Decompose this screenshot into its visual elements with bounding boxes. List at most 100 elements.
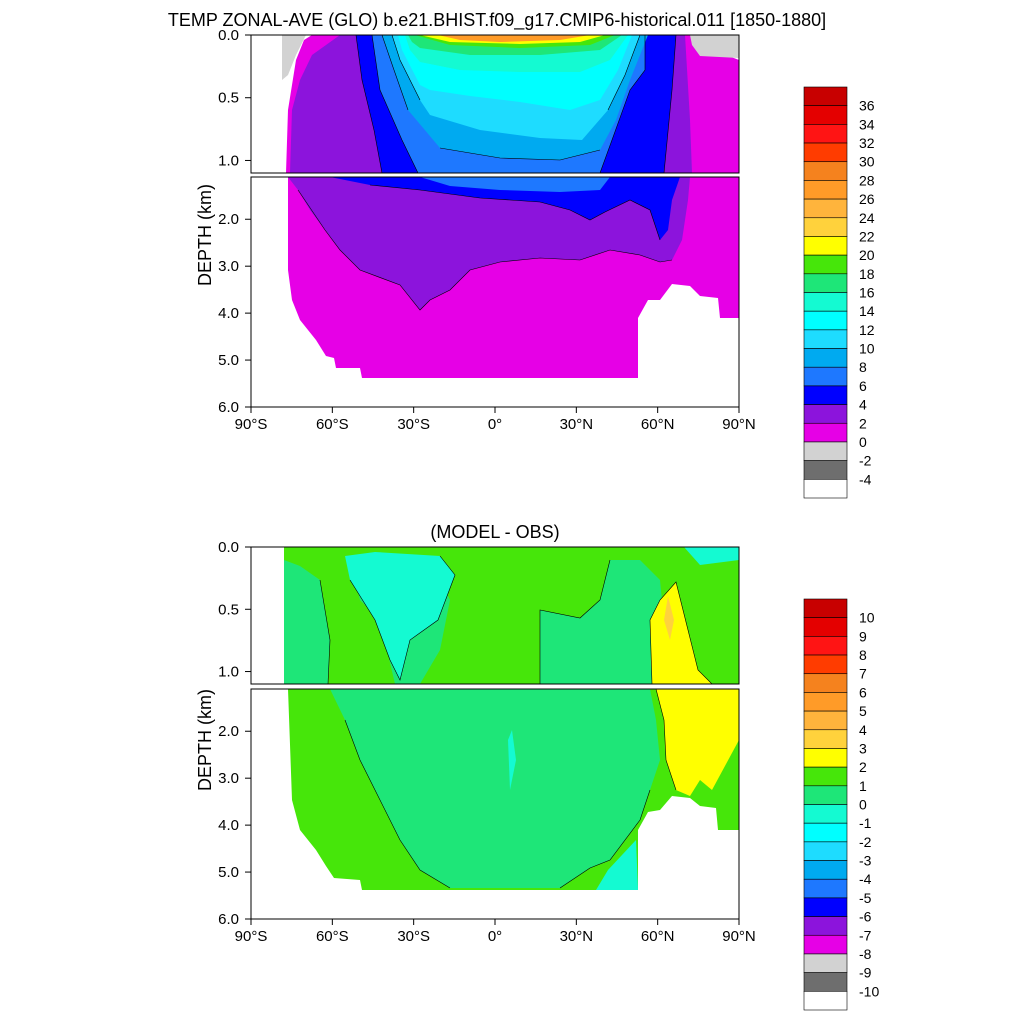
colorbar-label: 2 [859, 759, 867, 775]
bias-panel: (MODEL - OBS) 0.0 0.5 1.0 2.0 3.0 4.0 5.0 6.0 9… [195, 522, 879, 1011]
colorbar-label: 14 [859, 303, 875, 319]
x-tick-label: 90°N [722, 416, 756, 433]
x-tick-label: 30°S [397, 416, 430, 433]
colorbar-swatch [803, 292, 848, 312]
colorbar-label: 10 [859, 341, 875, 357]
y-tick-label: 4.0 [218, 305, 239, 322]
colorbar-swatch [803, 198, 848, 219]
contour-fill-1to2 [650, 582, 712, 684]
colorbar-swatch [803, 785, 848, 805]
colorbar-label: 8 [859, 647, 867, 663]
colorbar-label: 28 [859, 172, 875, 188]
colorbar-swatch [803, 460, 848, 480]
colorbar-swatch [803, 180, 848, 200]
colorbar-label: 6 [859, 378, 867, 394]
colorbar-label: 4 [859, 397, 867, 413]
colorbar-swatch [803, 310, 848, 331]
x-tick-label: 30°S [397, 928, 430, 945]
colorbar-swatch [803, 217, 848, 237]
colorbar-swatch [803, 841, 848, 861]
colorbar-swatch [803, 385, 848, 405]
colorbar-label: 1 [859, 778, 867, 794]
colorbar-swatch [803, 422, 848, 443]
contour-fill-6C [420, 177, 610, 192]
colorbar-label: 20 [859, 247, 875, 263]
y-axis-label: DEPTH (km) [195, 184, 215, 286]
y-tick-label: 5.0 [218, 864, 239, 881]
x-tick-label: 0° [488, 928, 502, 945]
colorbar-label: 24 [859, 210, 875, 226]
contour-fill-minus1to0 [330, 689, 660, 888]
x-tick-label: 30°N [560, 416, 594, 433]
y-tick-label: 0.5 [218, 90, 239, 107]
contour-lines [319, 555, 713, 684]
colorbar-swatch [803, 897, 848, 917]
colorbar-label: 26 [859, 191, 875, 207]
colorbar-swatch [803, 105, 848, 125]
y-tick-label: 0.0 [218, 539, 239, 556]
colorbar-swatch [803, 860, 848, 880]
colorbar-label: -1 [859, 815, 872, 831]
colorbar-label: -4 [859, 871, 872, 887]
colorbar-swatch [803, 636, 848, 656]
y-tick-label: 3.0 [218, 770, 239, 787]
colorbar-label: 5 [859, 703, 867, 719]
x-tick-label: 60°S [316, 928, 349, 945]
y-tick-label: 4.0 [218, 817, 239, 834]
y-tick-label: 0.5 [218, 601, 239, 618]
contour-fill-26C [438, 35, 590, 42]
colorbar-swatch [803, 673, 848, 693]
colorbar-swatch [803, 329, 848, 349]
colorbar-swatch [803, 273, 848, 293]
lower-depth-field [251, 689, 739, 919]
colorbar-swatch [803, 617, 848, 637]
colorbar-label: 22 [859, 228, 875, 244]
lower-depth-field [251, 177, 739, 407]
colorbar-label: -2 [859, 834, 872, 850]
y-tick-label: 3.0 [218, 258, 239, 275]
colorbar-label: -7 [859, 927, 872, 943]
colorbar-label: 16 [859, 285, 875, 301]
colorbar-label: 8 [859, 359, 867, 375]
x-tick-label: 0° [488, 416, 502, 433]
isotherm-lines [355, 35, 677, 173]
panel-title: (MODEL - OBS) [430, 522, 559, 542]
colorbar-label: 4 [859, 722, 867, 738]
colorbar-label: 12 [859, 322, 875, 338]
colorbar-swatch [803, 710, 848, 731]
y-tick-label: 2.0 [218, 723, 239, 740]
colorbar-label: -9 [859, 965, 872, 981]
colorbar-swatch [803, 161, 848, 181]
y-tick-label: 6.0 [218, 911, 239, 928]
colorbar-label: -4 [859, 471, 872, 487]
y-tick-label: 5.0 [218, 352, 239, 369]
colorbar-swatch [803, 934, 848, 955]
colorbar-swatch [803, 124, 848, 144]
colorbar-swatch [803, 404, 848, 424]
colorbar-swatch [803, 654, 848, 675]
colorbar-label: 30 [859, 154, 875, 170]
colorbar-swatch [803, 479, 848, 499]
upper-depth-field [251, 547, 739, 684]
y-tick-label: 0.0 [218, 27, 239, 44]
temperature-panel: TEMP ZONAL-AVE (GLO) b.e21.BHIST.f09_g17… [168, 10, 875, 499]
upper-plot-frame [250, 546, 740, 685]
x-axis-ticks: 90°S 60°S 30°S 0° 30°N 60°N 90°N [235, 407, 756, 433]
colorbar-swatch [803, 766, 848, 787]
y-tick-label: 6.0 [218, 399, 239, 416]
contour-fill-minus2to-1 [345, 547, 739, 680]
colorbar-label: -10 [859, 983, 879, 999]
contour-fill-4C [330, 177, 680, 240]
colorbar-swatch [803, 692, 848, 712]
colorbar-swatch [803, 822, 848, 843]
colorbar-label: 9 [859, 628, 867, 644]
colorbar-swatch [803, 729, 848, 749]
colorbar-label: -8 [859, 946, 872, 962]
y-tick-label: 2.0 [218, 211, 239, 228]
colorbar-swatch [803, 441, 848, 461]
x-tick-label: 60°N [641, 928, 675, 945]
polar-ice-north [690, 35, 739, 58]
